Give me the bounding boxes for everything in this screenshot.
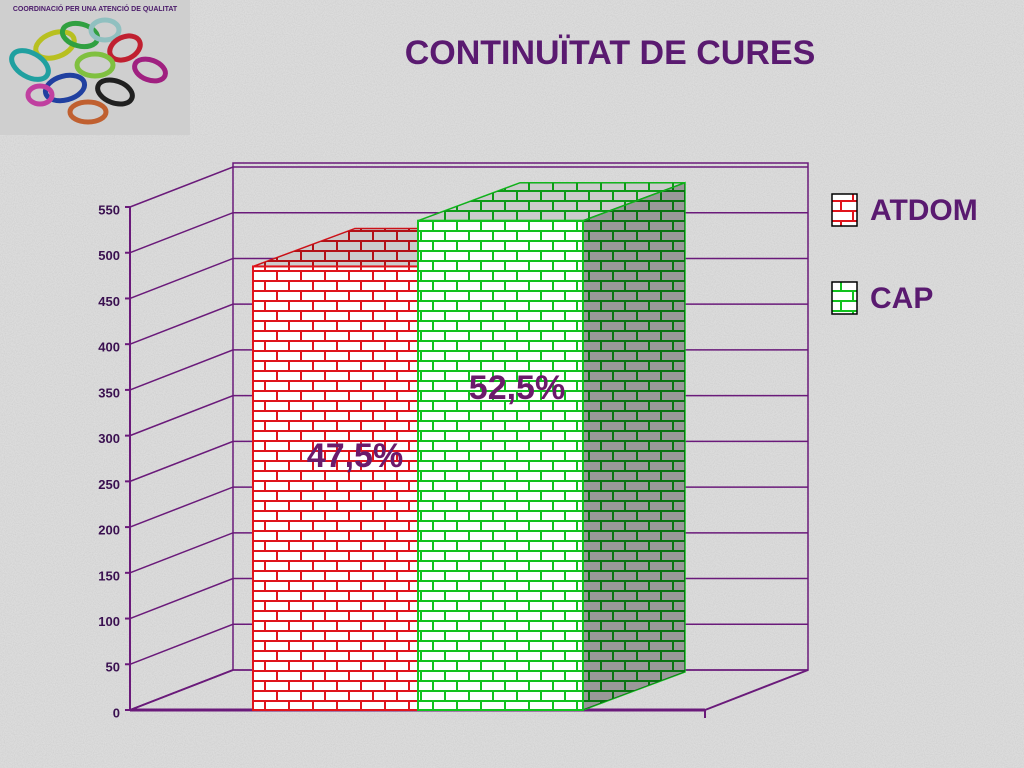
- y-tick-label: 300: [98, 431, 120, 446]
- y-tick-label: 100: [98, 614, 120, 629]
- bar: [417, 219, 584, 712]
- y-tick-label: 450: [98, 294, 120, 309]
- y-tick-label: 150: [98, 568, 120, 583]
- y-tick-label: 550: [98, 202, 120, 217]
- logo-knots: [9, 17, 168, 125]
- legend-label: CAP: [870, 282, 933, 315]
- logo-text: COORDINACIÓ PER UNA ATENCIÓ DE QUALITAT: [13, 4, 178, 13]
- legend-swatch: [831, 281, 858, 315]
- y-tick-label: 0: [113, 705, 120, 720]
- y-tick-label: 400: [98, 340, 120, 355]
- annotation: 52,5%: [469, 369, 565, 407]
- chart-title: CONTINUÏTAT DE CURES: [405, 34, 816, 72]
- grid-line: [129, 166, 808, 208]
- annotation: 47,5%: [307, 437, 403, 475]
- y-tick-label: 50: [106, 660, 120, 675]
- logo: COORDINACIÓ PER UNA ATENCIÓ DE QUALITAT: [0, 0, 190, 135]
- floor-edge: [704, 669, 809, 711]
- legend-label: ATDOM: [870, 194, 978, 227]
- bar: [252, 265, 419, 711]
- y-tick-label: 500: [98, 248, 120, 263]
- y-tick-label: 350: [98, 385, 120, 400]
- y-tick-label: 200: [98, 523, 120, 538]
- bar-top-shade: [418, 182, 685, 221]
- legend-swatch: [831, 193, 858, 227]
- bar-side-shade: [583, 182, 685, 710]
- y-tick-label: 250: [98, 477, 120, 492]
